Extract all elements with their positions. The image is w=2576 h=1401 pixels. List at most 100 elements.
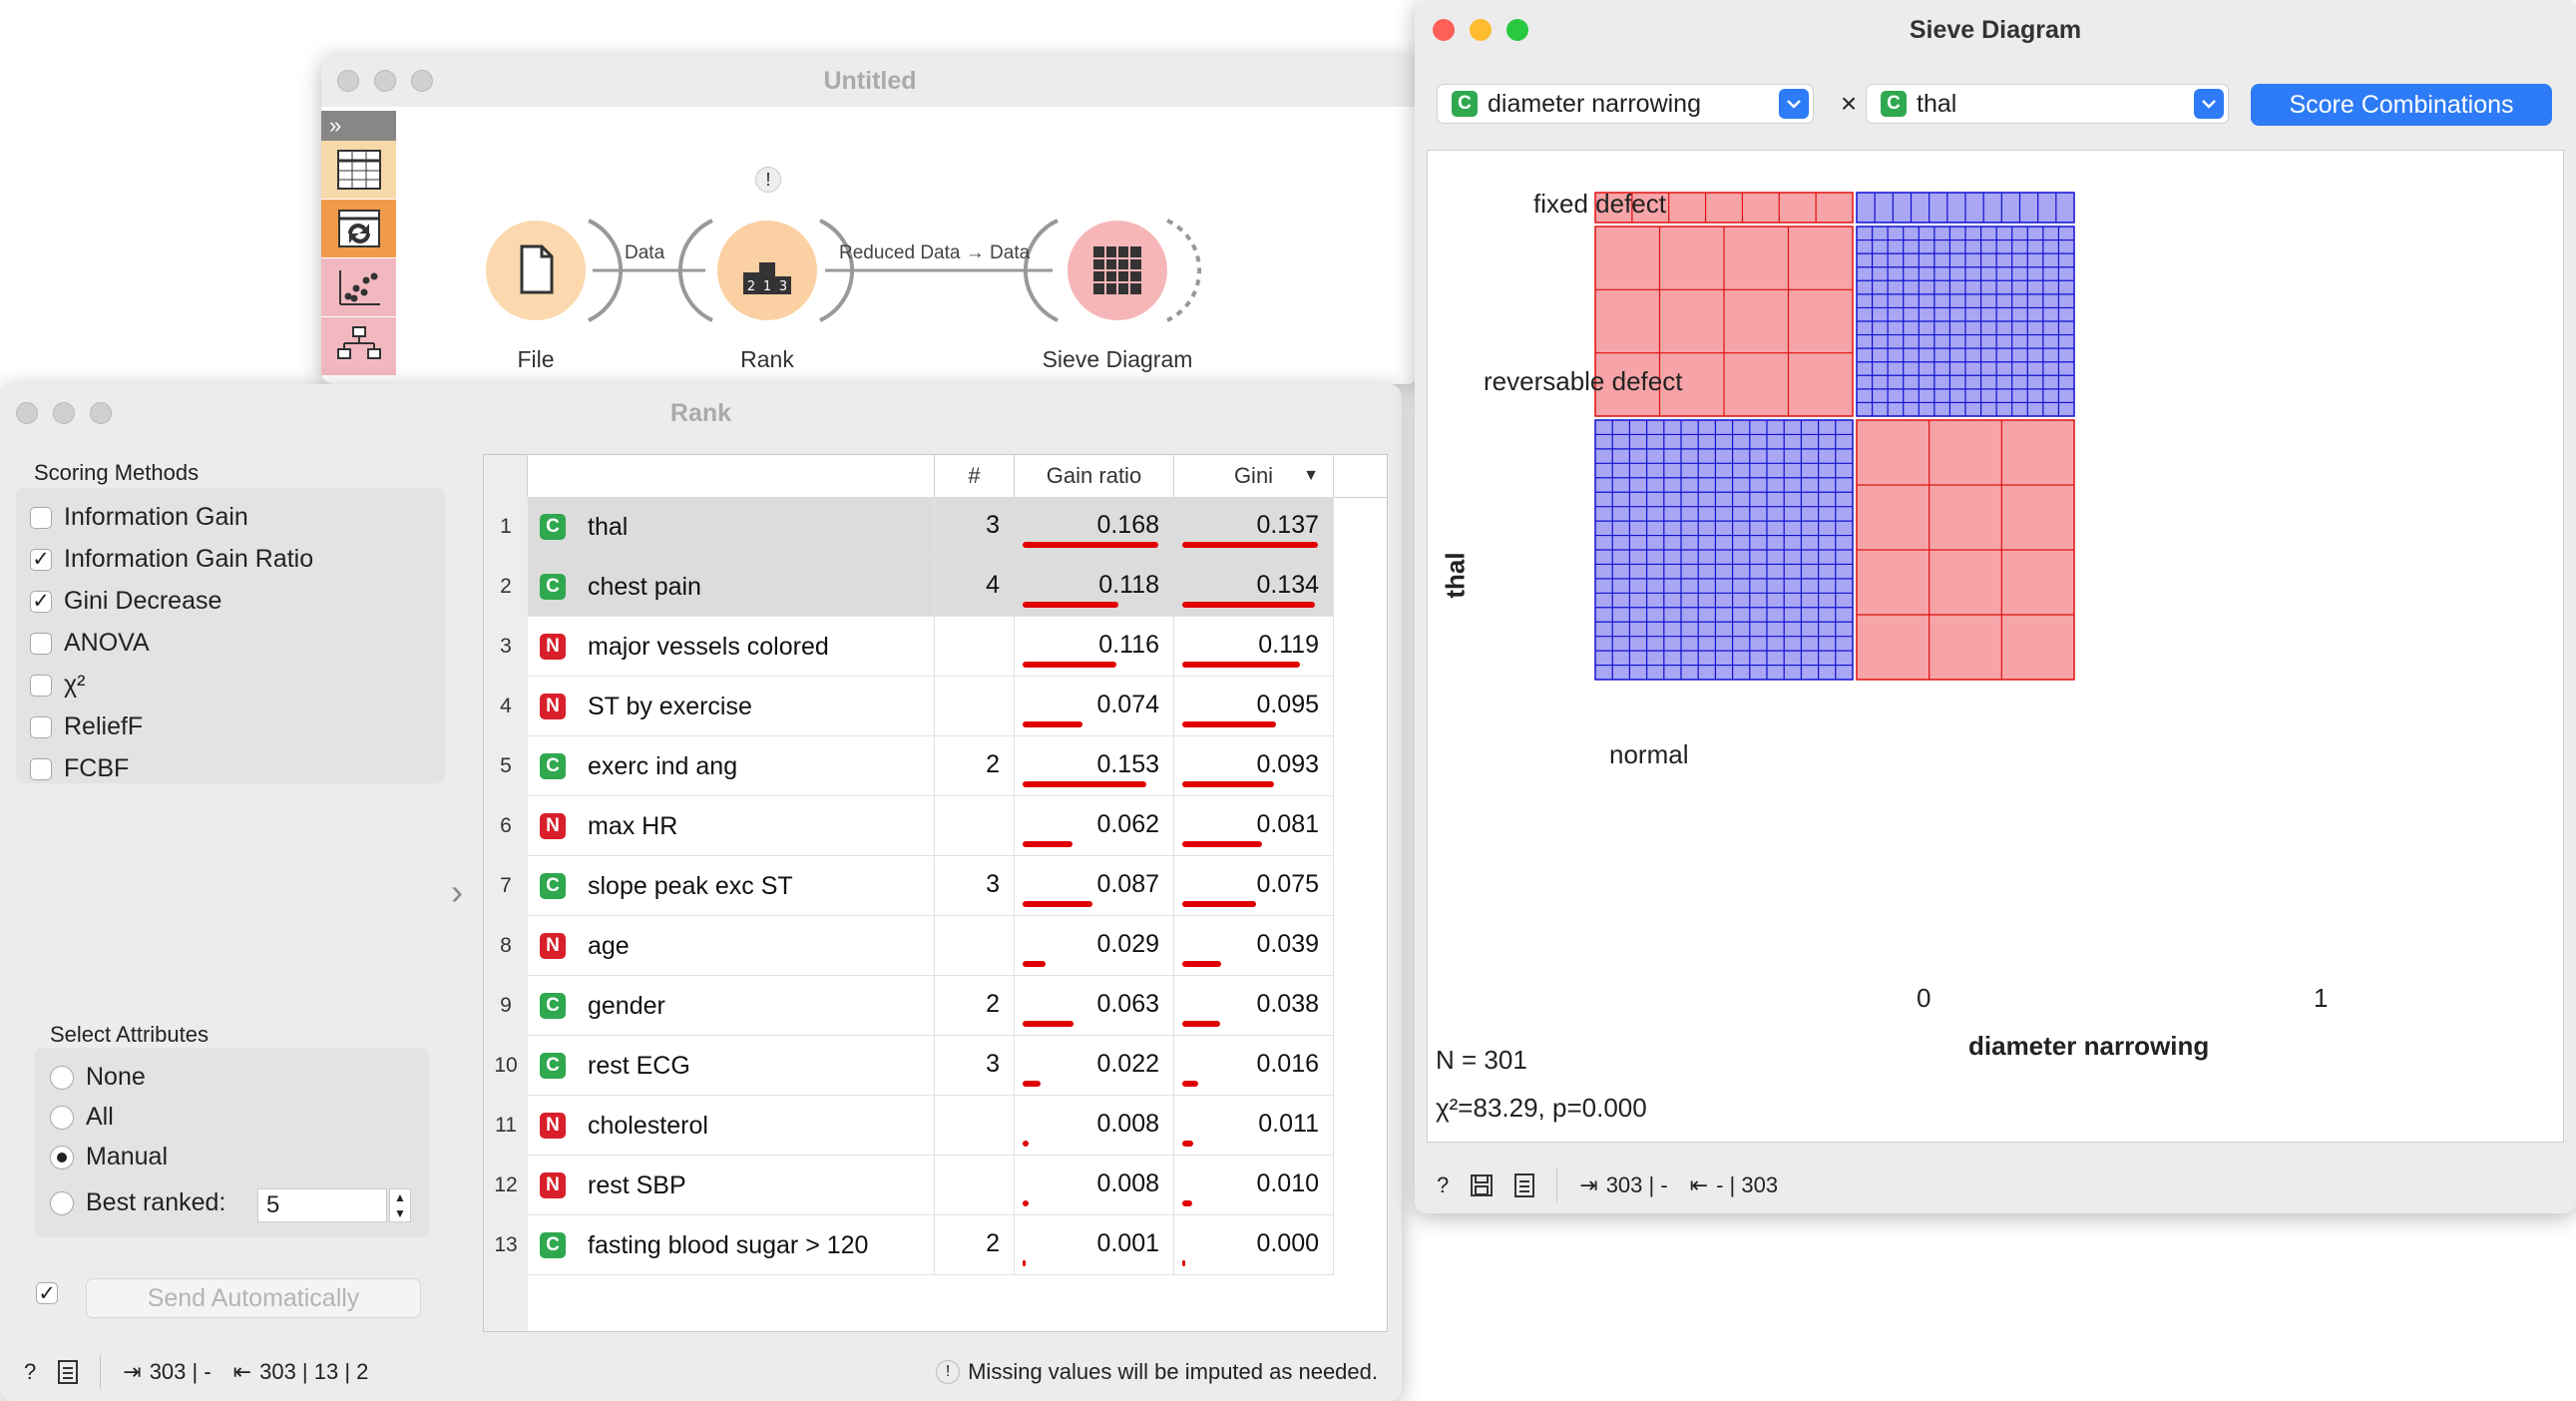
minimize-button[interactable]: [374, 70, 396, 92]
row-number: 12: [494, 1173, 518, 1196]
row-number: 10: [494, 1054, 518, 1077]
report-icon[interactable]: [1514, 1173, 1535, 1197]
minimize-button[interactable]: [53, 402, 75, 424]
select-attributes-option[interactable]: All: [50, 1103, 114, 1132]
select-attributes-option[interactable]: Best ranked:: [50, 1188, 225, 1217]
table-row[interactable]: 4 N ST by exercise 0.074 0.095: [484, 677, 1387, 736]
row-number: 3: [500, 635, 512, 658]
select-attributes-radio[interactable]: [50, 1105, 74, 1130]
sieve-cell[interactable]: [1594, 226, 1854, 417]
count-cell: [935, 617, 1015, 677]
best-ranked-input[interactable]: 5: [257, 1188, 387, 1222]
scoring-method-option[interactable]: FCBF: [30, 754, 129, 783]
row-number: 8: [500, 934, 512, 957]
scoring-method-checkbox[interactable]: [30, 632, 52, 655]
scoring-method-checkbox[interactable]: ✓: [30, 548, 52, 571]
zoom-button[interactable]: [411, 70, 433, 92]
gain-ratio-bar: [1023, 662, 1116, 668]
file-node[interactable]: [486, 221, 586, 320]
scoring-method-checkbox[interactable]: [30, 506, 52, 529]
scatter-icon[interactable]: [321, 258, 396, 317]
select-attributes-radio[interactable]: [50, 1190, 74, 1215]
gini-header[interactable]: Gini ▼: [1174, 455, 1334, 497]
sieve-cell[interactable]: [1856, 226, 2075, 417]
scoring-method-checkbox[interactable]: [30, 757, 52, 780]
chevron-right-icon[interactable]: ›: [451, 871, 463, 912]
tree-icon[interactable]: [321, 317, 396, 376]
select-attributes-option[interactable]: None: [50, 1063, 146, 1092]
gini-cell: 0.038: [1174, 976, 1334, 1036]
select-attributes-option[interactable]: Manual: [50, 1143, 168, 1171]
x-attribute-combo[interactable]: C diameter narrowing: [1437, 84, 1814, 124]
transform-icon[interactable]: [321, 200, 396, 258]
scoring-method-option[interactable]: ✓ Gini Decrease: [30, 587, 221, 616]
rank-node[interactable]: 2 1 3: [717, 221, 817, 320]
sieve-node[interactable]: [1068, 221, 1167, 320]
scoring-method-checkbox[interactable]: [30, 674, 52, 697]
send-automatically-checkbox[interactable]: ✓: [36, 1282, 58, 1304]
close-button[interactable]: [1433, 19, 1455, 41]
gini-bar: [1182, 1260, 1185, 1266]
score-combinations-button[interactable]: Score Combinations: [2251, 84, 2552, 126]
sieve-cell[interactable]: [1856, 192, 2075, 224]
gini-cell: 0.010: [1174, 1156, 1334, 1215]
help-icon[interactable]: ?: [24, 1359, 37, 1384]
scoring-method-checkbox[interactable]: [30, 715, 52, 738]
scoring-method-option[interactable]: Information Gain: [30, 503, 248, 532]
report-icon[interactable]: [58, 1360, 79, 1384]
scoring-method-checkbox[interactable]: ✓: [30, 590, 52, 613]
attribute-header[interactable]: [528, 455, 935, 497]
scoring-method-option[interactable]: χ²: [30, 671, 85, 700]
scoring-method-option[interactable]: ReliefF: [30, 712, 143, 741]
sieve-cell[interactable]: [1594, 419, 1854, 681]
expand-toolbox-icon[interactable]: »: [321, 111, 396, 141]
select-attributes-radio[interactable]: [50, 1065, 74, 1090]
scoring-method-label: FCBF: [64, 754, 130, 782]
link-label-reduced-data: Reduced Data → Data: [839, 242, 1031, 263]
attribute-cell[interactable]: N ST by exercise: [528, 677, 935, 736]
save-icon[interactable]: [1471, 1174, 1494, 1196]
minimize-button[interactable]: [1470, 19, 1492, 41]
zoom-button[interactable]: [1506, 19, 1528, 41]
close-button[interactable]: [16, 402, 38, 424]
warning-message: ! Missing values will be imputed as need…: [936, 1359, 1378, 1385]
data-table-icon[interactable]: [321, 141, 396, 200]
y-attribute-combo[interactable]: C thal: [1866, 84, 2229, 124]
count-header[interactable]: #: [935, 455, 1015, 497]
best-ranked-stepper[interactable]: ▲ ▼: [389, 1188, 411, 1222]
send-automatically-button[interactable]: Send Automatically: [86, 1278, 421, 1318]
help-icon[interactable]: ?: [1437, 1172, 1450, 1197]
scoring-method-option[interactable]: ANOVA: [30, 629, 150, 658]
sieve-cell[interactable]: [1856, 419, 2075, 681]
sieve-cell[interactable]: [1594, 192, 1854, 224]
gain-ratio-header[interactable]: Gain ratio: [1015, 455, 1174, 497]
scoring-method-option[interactable]: ✓ Information Gain Ratio: [30, 545, 313, 574]
zoom-button[interactable]: [90, 402, 112, 424]
close-button[interactable]: [337, 70, 359, 92]
select-attributes-radio[interactable]: [50, 1145, 74, 1169]
